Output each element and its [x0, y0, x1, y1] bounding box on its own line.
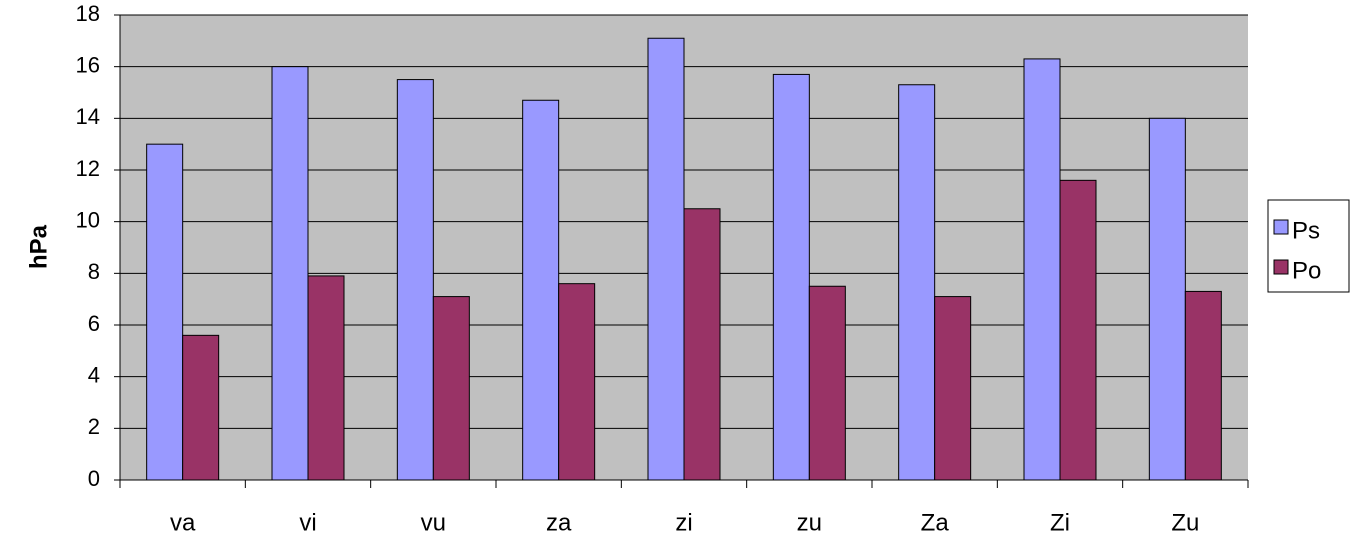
y-tick-label: 2	[88, 414, 100, 439]
bar	[683, 208, 721, 481]
y-tick-label: 6	[88, 311, 100, 336]
bar	[1184, 290, 1222, 481]
bar	[432, 296, 470, 481]
y-tick-label: 16	[76, 52, 100, 77]
y-tick-label: 8	[88, 259, 100, 284]
y-tick-label: 12	[76, 156, 100, 181]
bar	[396, 79, 434, 481]
bar	[1023, 58, 1061, 481]
x-tick-label: va	[170, 509, 196, 536]
x-tick-label: Zi	[1050, 509, 1070, 536]
y-tick-label: 14	[76, 104, 100, 129]
legend-swatch	[1273, 259, 1289, 275]
legend-label: Ps	[1292, 217, 1320, 244]
x-tick-label: Zu	[1171, 509, 1199, 536]
bar	[772, 73, 810, 481]
y-tick-label: 0	[88, 466, 100, 491]
x-tick-label: vu	[421, 509, 446, 536]
x-tick-label: Za	[921, 509, 950, 536]
bar	[1059, 179, 1097, 481]
bar	[934, 296, 972, 481]
y-tick-label: 4	[88, 362, 100, 387]
legend-swatch	[1273, 219, 1289, 235]
bar	[522, 99, 560, 481]
bar	[808, 285, 846, 481]
bar	[898, 84, 936, 481]
x-tick-label: za	[546, 509, 572, 536]
bar	[647, 37, 685, 481]
x-tick-label: vi	[299, 509, 316, 536]
legend-box	[1267, 199, 1350, 293]
bar	[558, 283, 596, 481]
y-tick-label: 18	[76, 1, 100, 26]
bar	[1148, 117, 1186, 481]
x-tick-label: zu	[797, 509, 822, 536]
legend-label: Po	[1292, 257, 1321, 284]
x-tick-label: zi	[675, 509, 692, 536]
bar	[146, 143, 184, 481]
bar	[307, 275, 345, 481]
y-axis-label: hPa	[25, 224, 52, 269]
bar	[182, 334, 220, 481]
bar	[271, 66, 309, 481]
y-tick-label: 10	[76, 207, 100, 232]
